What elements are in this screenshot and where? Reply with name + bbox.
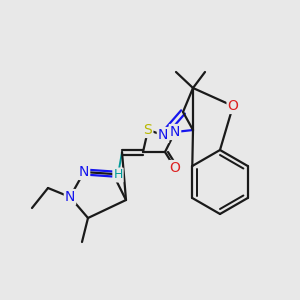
- Text: N: N: [170, 125, 180, 139]
- Text: N: N: [158, 128, 168, 142]
- Text: O: O: [169, 161, 180, 175]
- Text: N: N: [79, 165, 89, 179]
- Text: S: S: [144, 123, 152, 137]
- Text: N: N: [65, 190, 75, 204]
- Text: O: O: [228, 99, 238, 113]
- Text: H: H: [113, 169, 123, 182]
